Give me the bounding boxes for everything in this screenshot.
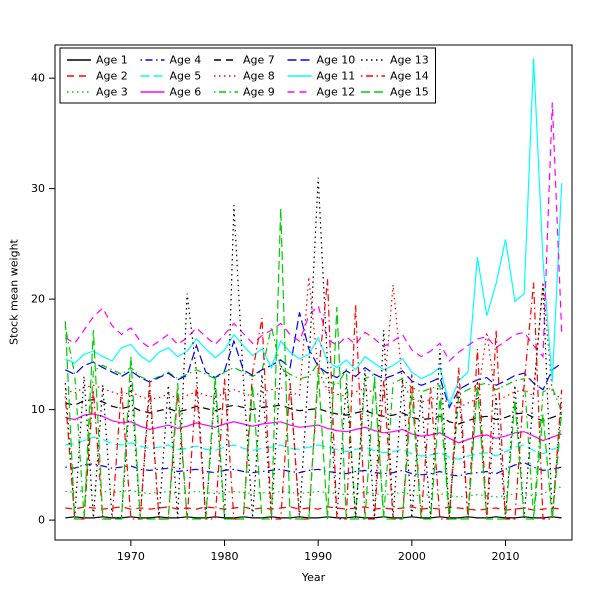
series-line-age-6: [65, 413, 562, 444]
series-line-age-15: [64, 208, 563, 520]
legend-item-age-10: Age 10: [287, 54, 356, 67]
legend-label: Age 3: [96, 86, 128, 99]
legend-label: Age 8: [243, 70, 275, 83]
series-line-age-11: [65, 58, 563, 407]
y-tick-label: 20: [31, 293, 45, 306]
y-tick-label: 0: [38, 514, 45, 527]
legend-label: Age 4: [170, 54, 202, 67]
legend-label: Age 9: [243, 86, 275, 99]
x-tick-label: 2010: [492, 550, 520, 563]
y-axis-title: Stock mean weight: [7, 239, 21, 345]
legend-item-age-13: Age 13: [361, 54, 429, 67]
legend-label: Age 13: [390, 54, 429, 67]
y-tick-label: 10: [31, 403, 45, 416]
legend-item-age-12: Age 12: [287, 86, 356, 99]
x-tick-label: 2000: [398, 550, 426, 563]
legend-item-age-7: Age 7: [214, 54, 275, 67]
legend-label: Age 10: [317, 54, 356, 67]
x-tick-label: 1980: [211, 550, 239, 563]
x-tick-label: 1970: [117, 550, 145, 563]
legend-item-age-6: Age 6: [140, 86, 202, 99]
series-line-age-4: [65, 462, 562, 477]
legend-label: Age 14: [390, 70, 429, 83]
legend-item-age-9: Age 9: [214, 86, 275, 99]
legend-label: Age 1: [96, 54, 128, 67]
legend-item-age-5: Age 5: [140, 70, 202, 83]
series-line-age-3: [65, 486, 562, 498]
series-line-age-7: [65, 399, 562, 425]
legend-item-age-1: Age 1: [67, 54, 128, 67]
series-line-age-5: [65, 436, 562, 460]
legend-item-age-15: Age 15: [361, 86, 429, 99]
legend-label: Age 6: [170, 86, 202, 99]
legend-label: Age 2: [96, 70, 128, 83]
legend-label: Age 15: [390, 86, 429, 99]
legend-label: Age 7: [243, 54, 275, 67]
series-line-age-10: [65, 312, 563, 409]
legend-item-age-8: Age 8: [214, 70, 275, 83]
x-axis-title: Year: [301, 571, 326, 584]
legend-item-age-3: Age 3: [67, 86, 128, 99]
series-line-age-13: [64, 177, 563, 519]
series-line-age-1: [65, 516, 562, 519]
legend-item-age-4: Age 4: [140, 54, 202, 67]
legend-label: Age 12: [317, 86, 356, 99]
legend: Age 1 Age 2 Age 3 Age 4 Age 5 Age 6 Age 7 Age 8…: [59, 47, 436, 104]
series-line-age-12: [64, 102, 563, 362]
y-tick-label: 30: [31, 182, 45, 195]
x-tick-label: 1990: [304, 550, 332, 563]
legend-label: Age 11: [317, 70, 356, 83]
y-tick-label: 40: [31, 72, 45, 85]
plot-box: [54, 44, 573, 541]
series-line-age-8: [65, 276, 563, 409]
legend-label: Age 5: [170, 70, 202, 83]
legend-item-age-11: Age 11: [287, 70, 356, 83]
legend-item-age-14: Age 14: [361, 70, 429, 83]
legend-item-age-2: Age 2: [67, 70, 128, 83]
